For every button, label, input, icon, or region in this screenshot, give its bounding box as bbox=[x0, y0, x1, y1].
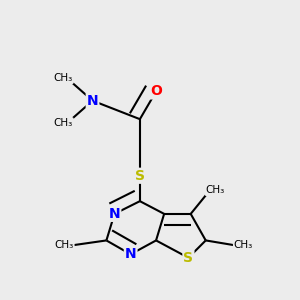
Text: S: S bbox=[135, 169, 145, 183]
Text: CH₃: CH₃ bbox=[55, 240, 74, 250]
Text: N: N bbox=[87, 94, 98, 108]
Text: O: O bbox=[150, 84, 162, 98]
Text: N: N bbox=[109, 207, 120, 221]
Text: S: S bbox=[183, 251, 194, 265]
Text: N: N bbox=[125, 247, 136, 261]
Text: CH₃: CH₃ bbox=[233, 240, 253, 250]
Text: CH₃: CH₃ bbox=[206, 185, 225, 195]
Text: CH₃: CH₃ bbox=[54, 118, 73, 128]
Text: CH₃: CH₃ bbox=[54, 74, 73, 83]
